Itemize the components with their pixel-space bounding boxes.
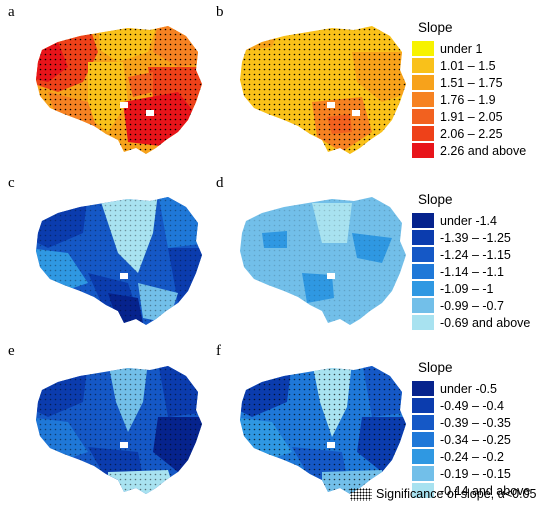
significance-legend: Significance of slope, α<0.05 xyxy=(350,487,536,501)
map-e xyxy=(36,366,202,494)
significance-label: Significance of slope, α<0.05 xyxy=(376,487,537,501)
panel-letter-f: f xyxy=(216,343,221,359)
legend-swatch xyxy=(412,449,434,464)
legend-label: -1.14 – -1.1 xyxy=(440,264,504,279)
panel-letter-a: a xyxy=(8,4,15,20)
legend-item: 1.51 – 1.75 xyxy=(412,74,503,91)
legend-item: -0.34 – -0.25 xyxy=(412,431,511,448)
panel-letter-d: d xyxy=(216,175,224,191)
legend-item: -0.49 – -0.4 xyxy=(412,397,504,414)
legend-swatch xyxy=(412,315,434,330)
panel-letter-b: b xyxy=(216,4,224,20)
legend-label: 2.26 and above xyxy=(440,143,527,158)
map-f xyxy=(240,366,406,494)
legend-slope-warm: Slope under 1 1.01 – 1.5 1.51 – 1.75 1.7… xyxy=(412,20,548,160)
panel-letter-c: c xyxy=(8,175,15,191)
legend-label: -1.24 – -1.15 xyxy=(440,247,511,262)
legend-swatch xyxy=(412,109,434,124)
legend-item: -0.39 – -0.35 xyxy=(412,414,511,431)
legend-item: 2.26 and above xyxy=(412,142,526,159)
legend-label: -0.34 – -0.25 xyxy=(440,432,511,447)
legend-label: 1.91 – 2.05 xyxy=(440,109,503,124)
legend-title: Slope xyxy=(418,192,453,207)
legend-item: under 1 xyxy=(412,40,482,57)
legend-swatch xyxy=(412,213,434,228)
map-d xyxy=(240,197,406,325)
legend-swatch xyxy=(412,298,434,313)
legend-swatch xyxy=(412,466,434,481)
legend-swatch xyxy=(412,58,434,73)
legend-swatch xyxy=(412,143,434,158)
legend-label: under -1.4 xyxy=(440,213,497,228)
legend-swatch xyxy=(412,230,434,245)
legend-swatch xyxy=(412,398,434,413)
legend-item: 1.76 – 1.9 xyxy=(412,91,496,108)
legend-item: under -1.4 xyxy=(412,212,497,229)
legend-label: -0.69 and above xyxy=(440,315,531,330)
legend-swatch xyxy=(412,415,434,430)
dot-pattern-swatch xyxy=(350,487,372,501)
legend-item: -0.99 – -0.7 xyxy=(412,297,504,314)
legend-label: 1.51 – 1.75 xyxy=(440,75,503,90)
legend-item: 1.91 – 2.05 xyxy=(412,108,503,125)
legend-swatch xyxy=(412,126,434,141)
map-c xyxy=(36,197,202,325)
legend-item: -1.24 – -1.15 xyxy=(412,246,511,263)
legend-label: -1.39 – -1.25 xyxy=(440,230,511,245)
legend-item: -0.24 – -0.2 xyxy=(412,448,504,465)
legend-label: 1.01 – 1.5 xyxy=(440,58,496,73)
legend-item: 2.06 – 2.25 xyxy=(412,125,503,142)
legend-item: -1.39 – -1.25 xyxy=(412,229,511,246)
legend-swatch xyxy=(412,432,434,447)
legend-label: -0.99 – -0.7 xyxy=(440,298,504,313)
legend-item: -0.14 and above xyxy=(412,482,530,499)
legend-swatch xyxy=(412,281,434,296)
legend-swatch xyxy=(412,41,434,56)
legend-swatch xyxy=(412,247,434,262)
panel-letter-e: e xyxy=(8,343,15,359)
legend-label: -0.14 and above xyxy=(440,483,531,498)
legend-label: -0.49 – -0.4 xyxy=(440,398,504,413)
legend-item: -0.69 and above xyxy=(412,314,530,331)
map-a xyxy=(36,26,202,154)
legend-item: -0.19 – -0.15 xyxy=(412,465,511,482)
legend-slope-blue-2: Slope under -0.5 -0.49 – -0.4 -0.39 – -0… xyxy=(412,360,548,500)
map-b xyxy=(240,26,406,154)
legend-label: 1.76 – 1.9 xyxy=(440,92,496,107)
legend-swatch xyxy=(412,483,434,498)
legend-item: 1.01 – 1.5 xyxy=(412,57,496,74)
legend-label: under -0.5 xyxy=(440,381,497,396)
legend-label: -1.09 – -1 xyxy=(440,281,494,296)
legend-label: -0.39 – -0.35 xyxy=(440,415,511,430)
legend-label: -0.24 – -0.2 xyxy=(440,449,504,464)
legend-swatch xyxy=(412,264,434,279)
legend-label: under 1 xyxy=(440,41,483,56)
legend-item: -1.14 – -1.1 xyxy=(412,263,504,280)
legend-slope-blue-1: Slope under -1.4 -1.39 – -1.25 -1.24 – -… xyxy=(412,192,548,332)
legend-title: Slope xyxy=(418,360,453,375)
legend-title: Slope xyxy=(418,20,453,35)
legend-item: -1.09 – -1 xyxy=(412,280,494,297)
legend-swatch xyxy=(412,381,434,396)
legend-swatch xyxy=(412,75,434,90)
legend-label: 2.06 – 2.25 xyxy=(440,126,503,141)
legend-swatch xyxy=(412,92,434,107)
legend-label: -0.19 – -0.15 xyxy=(440,466,511,481)
legend-item: under -0.5 xyxy=(412,380,497,397)
